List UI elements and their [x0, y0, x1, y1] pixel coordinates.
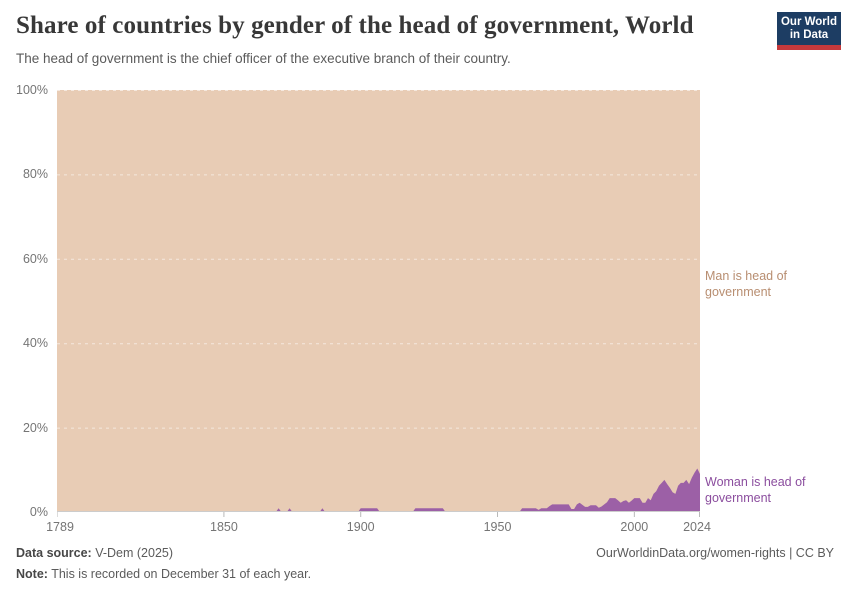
y-axis-label: 100% — [16, 83, 48, 97]
x-axis-label: 1850 — [210, 520, 238, 534]
series-label-man: Man is head of government — [705, 269, 787, 299]
y-axis-label: 40% — [22, 336, 48, 351]
data-source-value: V-Dem (2025) — [91, 546, 174, 560]
x-axis: 1789 1850 1900 1950 2000 2024 — [46, 519, 711, 535]
y-axis-label: 0% — [29, 505, 48, 519]
x-axis-label: 1950 — [483, 520, 512, 534]
footer: Data source: V-Dem (2025) OurWorldinData… — [16, 545, 834, 583]
footer-link[interactable]: OurWorldinData.org/women-rights | CC BY — [596, 546, 834, 560]
x-axis-label: 1789 — [46, 520, 74, 534]
chart-subtitle: The head of government is the chief offi… — [16, 51, 511, 66]
x-axis-label: 2024 — [683, 520, 711, 534]
owid-logo-line1: Our World — [780, 15, 837, 28]
owid-logo[interactable]: Our World in Data — [777, 12, 841, 50]
owid-logo-line2: in Data — [789, 28, 829, 41]
data-source-line: Data source: V-Dem (2025) — [16, 545, 173, 562]
series-label-woman: Woman is head of government — [705, 475, 806, 505]
x-axis-label: 2000 — [620, 520, 649, 534]
x-axis-label: 1900 — [346, 520, 375, 534]
plot-area[interactable] — [56, 90, 700, 523]
area-man — [57, 90, 700, 512]
page-title: Share of countries by gender of the head… — [16, 12, 694, 39]
chart-plot[interactable] — [56, 90, 700, 518]
note-label: Note: — [16, 567, 48, 581]
area-woman — [57, 468, 700, 512]
data-source-label: Data source: — [16, 546, 92, 560]
y-axis-label: 20% — [22, 420, 48, 435]
y-axis-label: 80% — [22, 167, 48, 182]
note-value: This is recorded on December 31 of each … — [47, 567, 312, 581]
y-axis-label: 60% — [22, 251, 48, 266]
note-line: Note: This is recorded on December 31 of… — [16, 566, 834, 583]
y-axis: 0% 20% 40% 60% 80% 100% — [0, 83, 48, 519]
